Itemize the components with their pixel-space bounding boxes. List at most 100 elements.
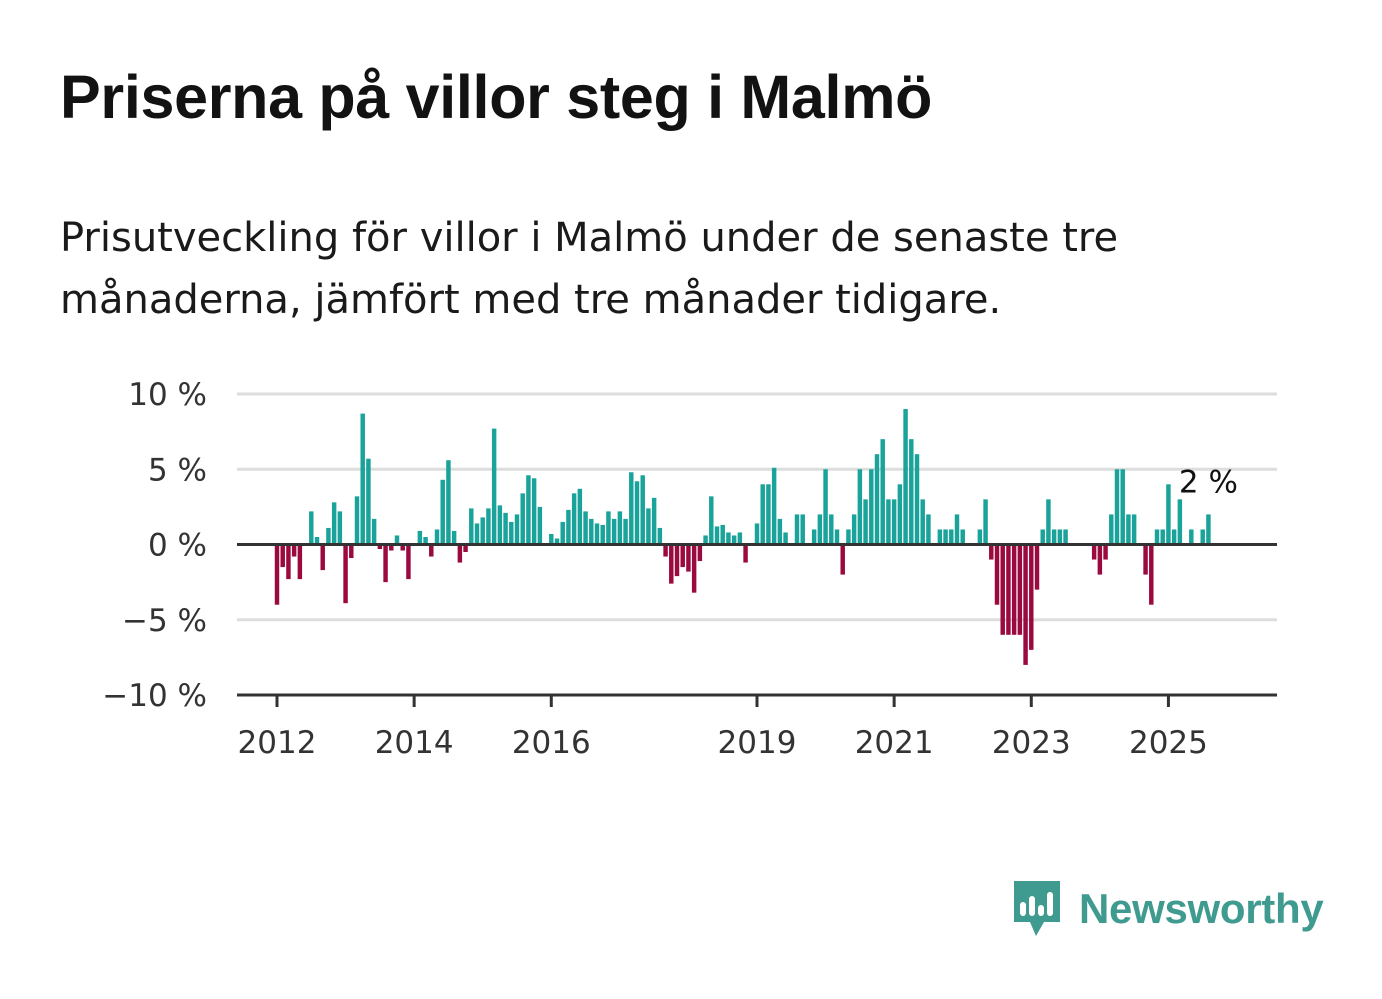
bar	[623, 518, 628, 545]
bar	[1149, 544, 1154, 605]
bar	[1046, 499, 1051, 545]
bar	[406, 544, 411, 580]
y-tick-label: −5 %	[122, 603, 207, 639]
bars	[274, 409, 1211, 665]
bar	[297, 544, 303, 580]
bar	[503, 512, 508, 545]
x-tick-label: 2021	[855, 725, 934, 761]
bar	[589, 518, 594, 545]
bar	[1063, 529, 1068, 545]
bar	[783, 532, 788, 545]
bar	[1034, 544, 1040, 590]
bar	[343, 544, 348, 604]
x-tick-label: 2012	[238, 725, 317, 761]
bar	[1120, 469, 1125, 545]
bar	[1200, 529, 1205, 545]
bar	[754, 523, 760, 545]
bar	[383, 544, 388, 583]
bar	[314, 536, 320, 545]
bar	[1131, 514, 1137, 545]
bar	[646, 508, 651, 545]
bar	[634, 481, 640, 545]
bar	[451, 530, 457, 545]
bar	[600, 524, 605, 545]
bar	[846, 529, 851, 545]
bar	[617, 511, 623, 545]
bar	[709, 496, 714, 545]
x-tick-label: 2019	[718, 725, 797, 761]
bar	[389, 544, 394, 551]
bar	[417, 530, 423, 545]
bar	[1103, 544, 1108, 560]
bar	[1057, 529, 1063, 545]
bar	[771, 467, 777, 545]
bar	[869, 469, 874, 545]
bar	[1126, 514, 1131, 545]
bar	[937, 529, 943, 545]
bar	[989, 544, 994, 560]
x-tick-label: 2014	[375, 725, 454, 761]
bar	[800, 514, 805, 545]
bar	[349, 544, 354, 559]
bar	[714, 526, 720, 545]
y-tick-label: 0 %	[148, 528, 207, 564]
bar	[423, 536, 428, 545]
bar	[274, 544, 280, 605]
axes	[237, 543, 1277, 707]
bar	[903, 409, 908, 545]
chart-title: Priserna på villor steg i Malmö	[60, 63, 933, 131]
bar	[554, 538, 560, 545]
bar	[474, 523, 480, 545]
bar	[1160, 529, 1165, 545]
bar	[760, 484, 765, 545]
bar	[1177, 499, 1183, 545]
bar	[457, 544, 463, 563]
bar	[1154, 529, 1160, 545]
x-tick-label: 2023	[992, 725, 1071, 761]
bar	[1006, 544, 1011, 635]
bar	[400, 544, 405, 551]
bar	[566, 509, 571, 545]
bar	[354, 496, 360, 545]
bar	[994, 544, 1000, 605]
bar	[497, 505, 503, 545]
bar	[851, 514, 857, 545]
bar	[594, 523, 600, 545]
bar	[1000, 544, 1005, 635]
bar	[909, 439, 914, 545]
bar	[777, 518, 783, 545]
bar	[857, 469, 863, 545]
bar	[611, 518, 617, 545]
chart-subtitle: Prisutveckling för villor i Malmö under …	[60, 215, 1119, 323]
bar	[669, 544, 674, 584]
bar	[1114, 469, 1120, 545]
bar	[1040, 529, 1045, 545]
bar	[949, 529, 954, 545]
bar	[434, 529, 440, 545]
bar	[811, 529, 817, 545]
bar	[1023, 544, 1028, 665]
bar	[663, 544, 668, 557]
bar	[863, 499, 868, 545]
bar	[886, 499, 891, 545]
bar	[1143, 544, 1148, 575]
bar	[371, 518, 377, 545]
bar	[549, 533, 554, 545]
bar	[520, 493, 525, 545]
bar	[429, 544, 434, 557]
bar	[606, 511, 611, 545]
bar	[897, 484, 903, 545]
bar	[680, 544, 685, 568]
bar	[1051, 529, 1057, 545]
bar	[829, 514, 834, 545]
bar	[309, 511, 314, 545]
x-tick-label: 2016	[512, 725, 591, 761]
bar	[823, 469, 828, 545]
bar	[960, 529, 965, 545]
bar	[463, 544, 468, 553]
bar	[983, 499, 988, 545]
y-tick-label: −10 %	[102, 678, 207, 714]
bar	[920, 499, 925, 545]
newsworthy-logo[interactable]: Newsworthy	[1011, 878, 1324, 940]
bar	[514, 514, 520, 545]
